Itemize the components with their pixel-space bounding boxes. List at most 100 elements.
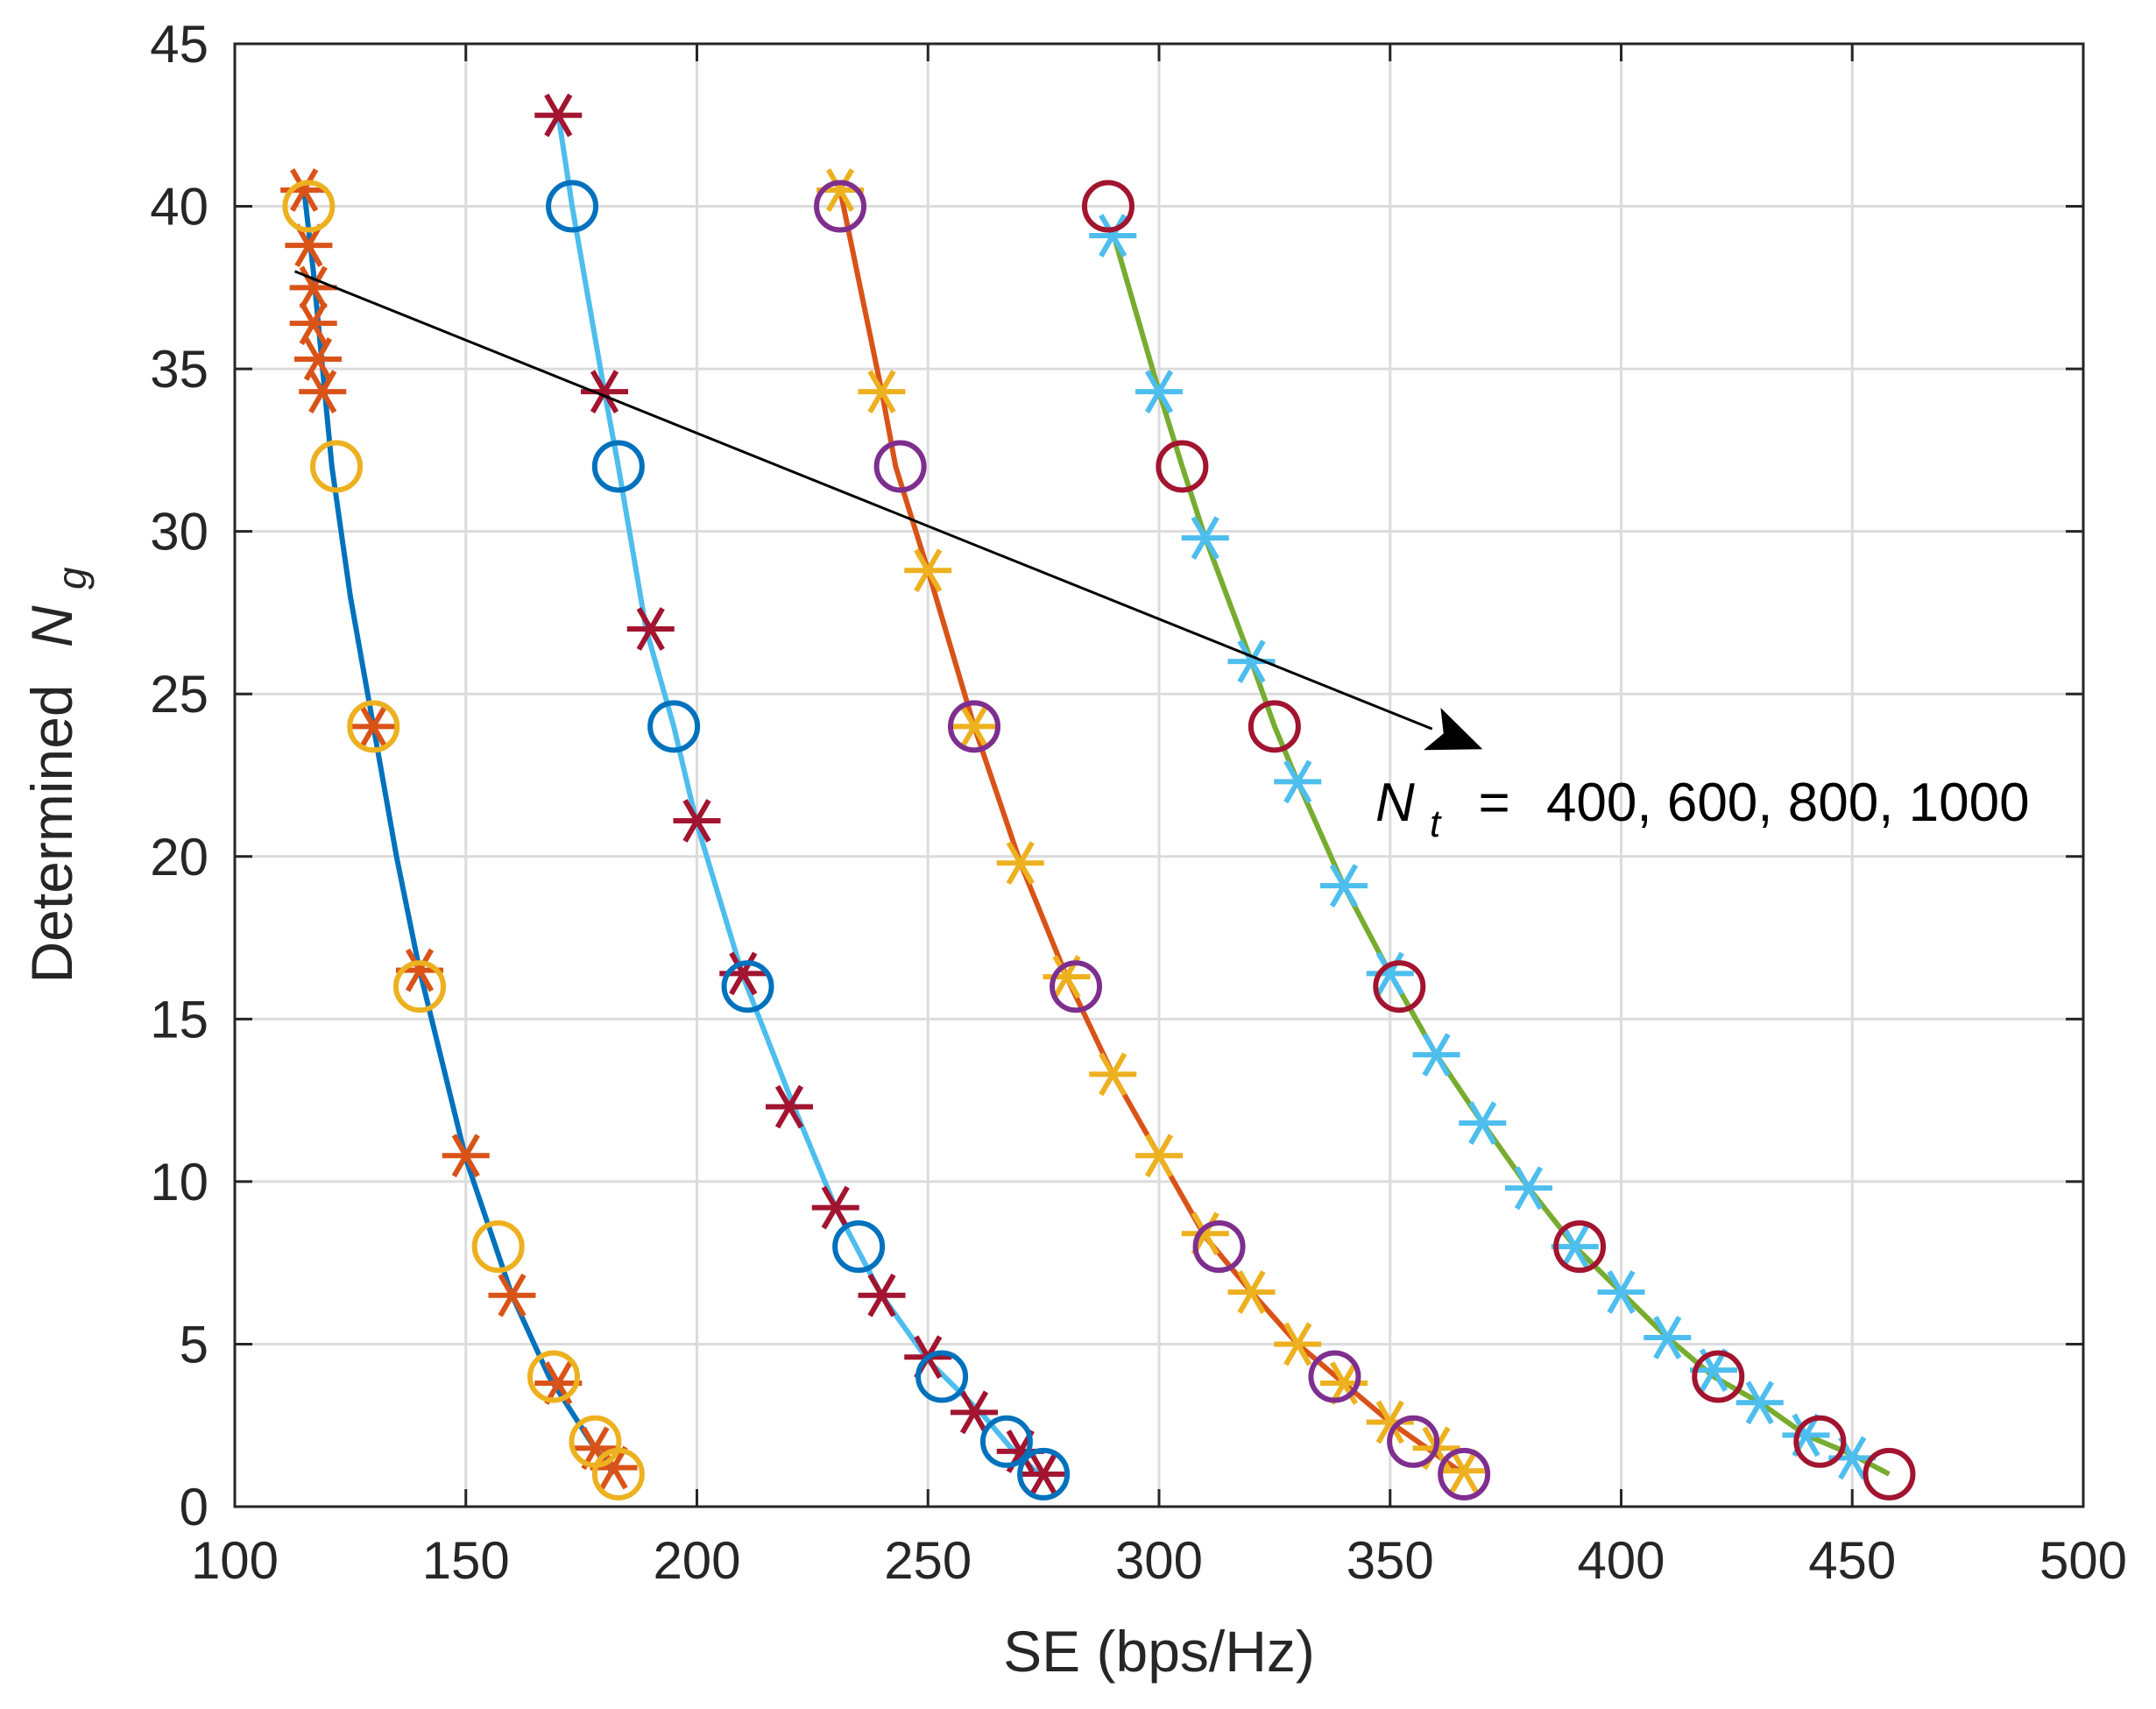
circle-marker [1017,1447,1071,1501]
x-tick-label: 500 [2039,1531,2127,1590]
y-tick-label: 10 [150,1153,209,1211]
asterisk-stroke [1237,639,1266,683]
y-tick-label: 30 [150,503,209,561]
asterisk-stroke [405,948,435,992]
asterisk-marker [996,841,1044,886]
y-tick-label: 20 [150,828,209,886]
asterisk-stroke [1329,864,1359,908]
circle-marker [979,1415,1033,1468]
asterisk-marker [858,370,906,413]
asterisk-stroke [299,301,328,346]
asterisk-marker [904,548,952,593]
asterisk-stroke [1099,1052,1127,1097]
circle-marker [546,180,599,233]
circle-marker [591,1447,645,1501]
asterisk-stroke [914,548,943,593]
asterisk-marker [534,93,583,138]
circle-marker [1793,1415,1847,1468]
asterisk-marker [766,1084,813,1129]
asterisk-stroke [1375,1400,1404,1444]
circle-marker [1553,1220,1607,1274]
y-tick-label: 15 [150,990,209,1049]
annotation-values: 400, 600, 800, 1000 [1546,773,2030,833]
asterisk-marker [1181,1211,1229,1256]
circle-marker [1081,180,1135,233]
y-tick-label: 40 [150,178,209,237]
asterisk-stroke [1745,1381,1774,1425]
asterisk-stroke [1653,1316,1682,1359]
annotation-arrow-shaft [294,270,1433,731]
series-markers [280,93,1916,1501]
asterisk-stroke [599,1445,628,1490]
asterisk-stroke [682,799,711,843]
x-tick-label: 350 [1347,1531,1434,1590]
asterisk-marker [1505,1166,1552,1211]
asterisk-stroke [359,704,388,749]
asterisk-stroke [1029,1452,1058,1496]
asterisk-stroke [1144,370,1174,413]
annotation-sub: t [1430,802,1442,845]
annotation-layer [294,270,1483,751]
y-axis-label-var: N [19,605,84,647]
asterisk-marker [1135,1133,1183,1178]
series-line-2 [555,115,1041,1477]
asterisk-marker [1274,1322,1322,1366]
circle-marker [1387,1415,1440,1468]
circle-marker [948,700,1000,753]
asterisk-stroke [1468,1101,1497,1145]
asterisk-marker [951,704,998,749]
y-tick-label: 45 [150,15,209,74]
asterisk-marker [289,265,337,310]
asterisk-stroke [825,168,855,212]
asterisk-marker [350,704,398,749]
x-axis-label: SE (bps/Hz) [1003,1619,1315,1684]
asterisk-stroke [1237,1270,1266,1314]
annotation-label: N t = 400, 600, 800, 1000 [1375,773,2030,849]
circle-marker [1692,1350,1745,1403]
circle-marker [1050,960,1103,1013]
circle-marker [915,1350,969,1403]
annotation-var: N [1375,773,1415,833]
ticks [233,42,2085,1508]
asterisk-marker [1020,1452,1068,1496]
asterisk-stroke [290,168,319,212]
asterisk-stroke [1838,1436,1867,1480]
circle-marker [527,1350,580,1403]
circle-marker [591,440,645,493]
y-tick-label: 25 [150,665,209,724]
asterisk-marker [1597,1270,1645,1314]
asterisk-stroke [1699,1348,1728,1393]
circle-marker [347,700,400,753]
asterisk-marker [299,370,347,413]
asterisk-marker [1227,1270,1276,1314]
asterisk-stroke [294,223,323,267]
x-tick-label: 450 [1808,1531,1896,1590]
asterisk-stroke [1329,1361,1359,1405]
asterisk-marker [1366,951,1414,996]
series-line-3 [838,189,1461,1473]
asterisk-marker [1089,214,1137,258]
circle-marker [393,960,446,1013]
circle-marker [1438,1447,1491,1501]
circle-marker [1192,1220,1246,1274]
asterisk-stroke [308,370,337,413]
asterisk-stroke [729,951,758,996]
asterisk-marker [285,223,333,267]
circle-marker [1156,440,1209,493]
asterisk-marker [1735,1381,1784,1425]
tick-labels: 100 150 200 250 300 350 400 450 500 0 5 10 15 20 25 30 3… [150,15,2127,1590]
asterisk-stroke [1560,1225,1589,1268]
asterisk-stroke [867,370,896,413]
circle-marker [1373,960,1426,1013]
asterisk-stroke [1450,1449,1479,1494]
y-axis-label-sub: g [49,567,95,590]
x-tick-label: 300 [1115,1531,1203,1590]
asterisk-stroke [544,93,573,138]
series-line-4 [1110,231,1891,1477]
grid [233,42,2085,1508]
asterisk-marker [811,1185,859,1230]
asterisk-marker [581,370,628,413]
asterisk-stroke [1006,841,1035,886]
asterisk-marker [1644,1316,1692,1359]
asterisk-marker [951,1390,998,1435]
